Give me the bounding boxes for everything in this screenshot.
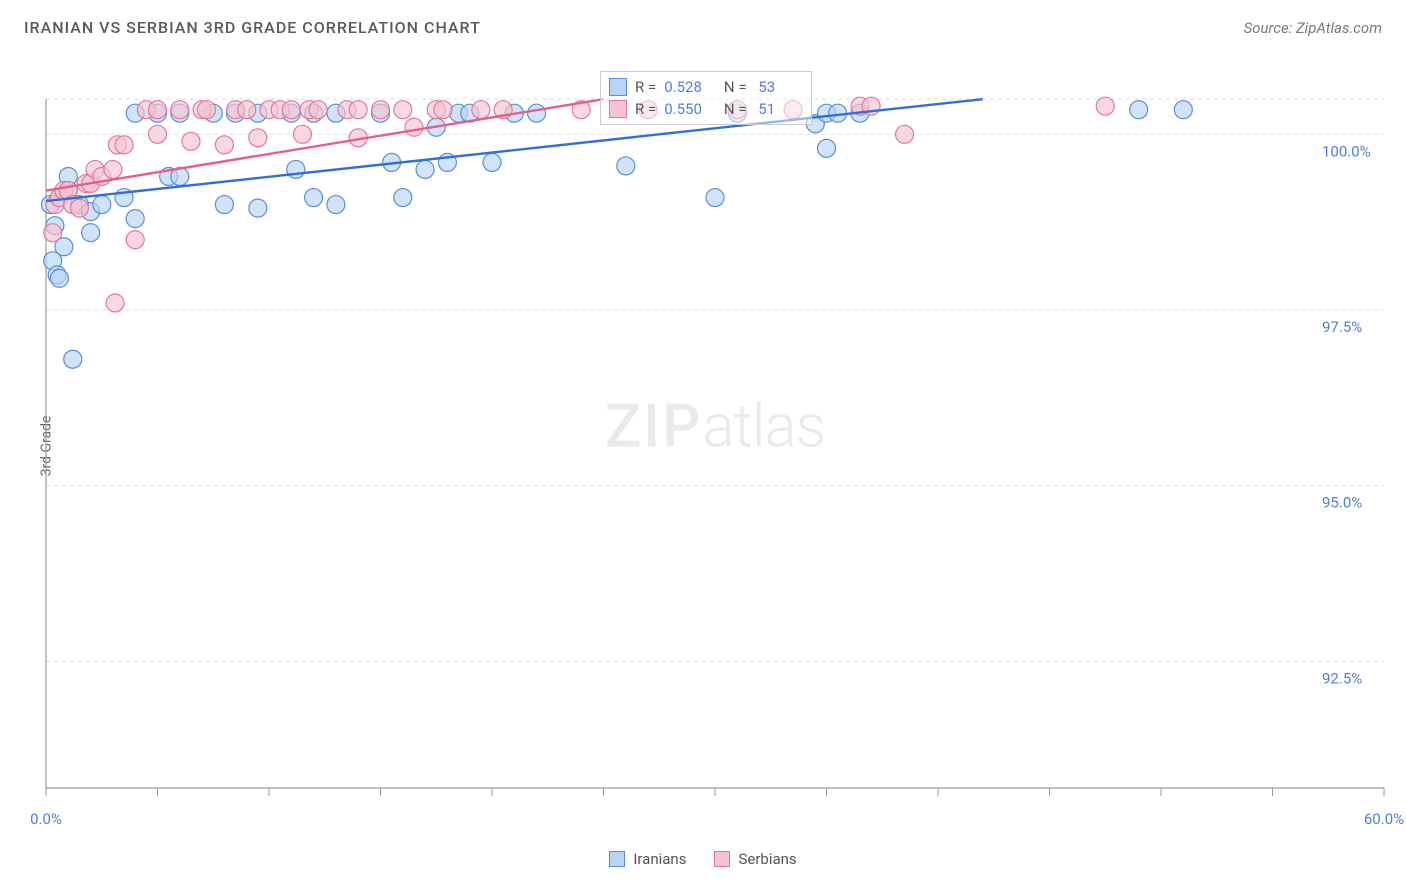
scatter-point	[394, 101, 412, 119]
scatter-point	[64, 350, 82, 368]
scatter-point	[309, 101, 327, 119]
scatter-point	[249, 199, 267, 217]
scatter-point	[249, 129, 267, 147]
scatter-point	[198, 101, 216, 119]
scatter-point	[528, 104, 546, 122]
legend: Iranians Serbians	[0, 850, 1406, 868]
scatter-point	[1174, 101, 1192, 119]
legend-label: Iranians	[633, 850, 686, 868]
scatter-point	[115, 136, 133, 154]
stat-row: R = 0.550 N = 51	[609, 98, 803, 120]
scatter-point	[896, 125, 914, 143]
scatter-point	[70, 199, 88, 217]
scatter-point	[104, 160, 122, 178]
y-tick-label: 97.5%	[1322, 318, 1362, 336]
scatter-point	[44, 224, 62, 242]
scatter-point	[372, 101, 390, 119]
chart-title: IRANIAN VS SERBIAN 3RD GRADE CORRELATION…	[24, 18, 481, 37]
stat-r-label: R =	[635, 78, 656, 96]
scatter-point	[416, 160, 434, 178]
y-tick-label: 92.5%	[1322, 669, 1362, 687]
stat-r-value: 0.528	[664, 78, 712, 96]
scatter-point	[706, 189, 724, 207]
scatter-point	[149, 125, 167, 143]
source-label: Source: ZipAtlas.com	[1244, 19, 1382, 37]
scatter-point	[215, 196, 233, 214]
stat-r-label: R =	[635, 100, 656, 118]
x-tick-label: 0.0%	[30, 810, 62, 828]
stat-row: R = 0.528 N = 53	[609, 76, 803, 98]
scatter-point	[293, 125, 311, 143]
scatter-point	[182, 132, 200, 150]
scatter-point	[106, 294, 124, 312]
correlation-stats-box: R = 0.528 N = 53 R = 0.550 N = 51	[600, 71, 812, 125]
scatter-point	[238, 101, 256, 119]
scatter-point	[82, 224, 100, 242]
legend-item: Iranians	[609, 850, 686, 868]
scatter-point	[617, 157, 635, 175]
scatter-point	[405, 118, 423, 136]
scatter-point	[93, 196, 111, 214]
scatter-point	[434, 101, 452, 119]
stat-n-label: N =	[720, 78, 746, 96]
stat-n-value: 53	[755, 78, 803, 96]
y-tick-label: 95.0%	[1322, 494, 1362, 512]
scatter-point	[126, 231, 144, 249]
scatter-point	[818, 139, 836, 157]
stat-r-value: 0.550	[664, 100, 712, 118]
scatter-point	[305, 189, 323, 207]
legend-label: Serbians	[738, 850, 796, 868]
legend-swatch	[609, 78, 627, 96]
scatter-point	[50, 269, 68, 287]
x-tick-label: 60.0%	[1364, 810, 1404, 828]
scatter-point	[126, 210, 144, 228]
scatter-point	[171, 101, 189, 119]
scatter-point	[483, 153, 501, 171]
y-tick-label: 100.0%	[1322, 142, 1371, 160]
stat-n-label: N =	[720, 100, 746, 118]
scatter-point	[215, 136, 233, 154]
legend-swatch	[714, 851, 730, 867]
legend-swatch	[609, 851, 625, 867]
scatter-point	[394, 189, 412, 207]
legend-item: Serbians	[714, 850, 796, 868]
scatter-point	[472, 101, 490, 119]
scatter-point	[1130, 101, 1148, 119]
scatter-point	[1096, 97, 1114, 115]
legend-swatch	[609, 100, 627, 118]
scatter-point	[149, 101, 167, 119]
stat-n-value: 51	[755, 100, 803, 118]
scatter-point	[349, 101, 367, 119]
scatter-point	[282, 101, 300, 119]
scatter-plot: 0.0%60.0%92.5%95.0%97.5%100.0% ZIPatlas …	[46, 64, 1384, 788]
scatter-point	[327, 196, 345, 214]
